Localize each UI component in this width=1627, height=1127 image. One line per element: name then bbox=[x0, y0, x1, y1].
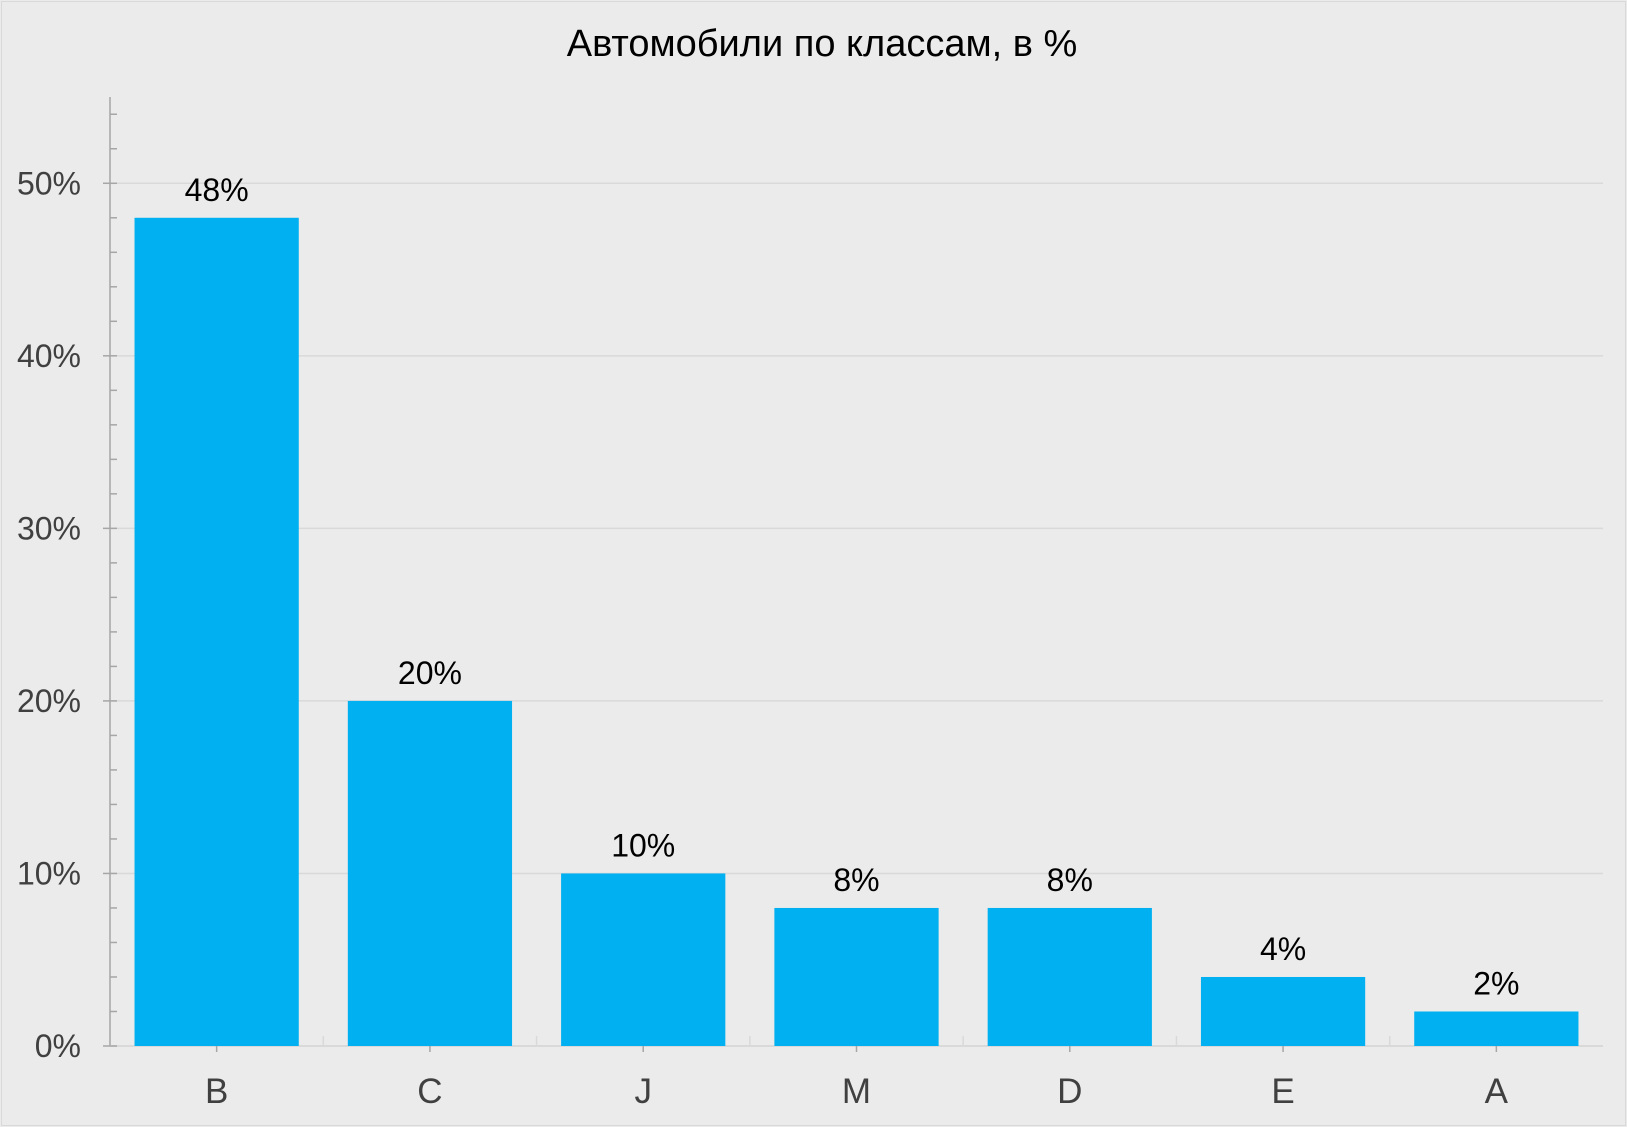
x-tick-label: C bbox=[417, 1072, 442, 1111]
data-label: 10% bbox=[611, 827, 675, 863]
x-tick-label: D bbox=[1057, 1072, 1082, 1111]
bar-B bbox=[134, 217, 299, 1047]
x-tick-label: J bbox=[634, 1072, 652, 1111]
x-tick-label: A bbox=[1485, 1072, 1509, 1111]
data-label: 4% bbox=[1260, 931, 1306, 967]
y-tick-label: 50% bbox=[17, 165, 81, 201]
x-tick-label: B bbox=[205, 1072, 228, 1111]
y-tick-label: 40% bbox=[17, 338, 81, 374]
data-label: 20% bbox=[398, 655, 462, 691]
data-label: 48% bbox=[185, 172, 249, 208]
bars bbox=[134, 217, 1579, 1047]
bar-A bbox=[1414, 1011, 1579, 1046]
y-tick-label: 10% bbox=[17, 855, 81, 891]
bar-J bbox=[561, 873, 726, 1046]
x-tick-label: M bbox=[842, 1072, 871, 1111]
bar-D bbox=[987, 907, 1152, 1046]
data-label: 2% bbox=[1473, 965, 1519, 1001]
data-labels: 48% 20% 10% 8% 8% 4% 2% bbox=[185, 172, 1520, 1002]
y-tick-label: 0% bbox=[35, 1028, 81, 1064]
chart-title: Автомобили по классам, в % bbox=[567, 23, 1078, 65]
data-label: 8% bbox=[1047, 862, 1093, 898]
x-tick-label: E bbox=[1271, 1072, 1294, 1111]
bar-E bbox=[1200, 976, 1366, 1046]
bar-M bbox=[774, 907, 939, 1046]
data-label: 8% bbox=[833, 862, 879, 898]
tick-labels: 0% 10% 20% 30% 40% 50% B C J M D E A bbox=[17, 165, 1509, 1111]
y-tick-label: 30% bbox=[17, 510, 81, 546]
y-tick-label: 20% bbox=[17, 683, 81, 719]
bar-C bbox=[347, 700, 513, 1046]
